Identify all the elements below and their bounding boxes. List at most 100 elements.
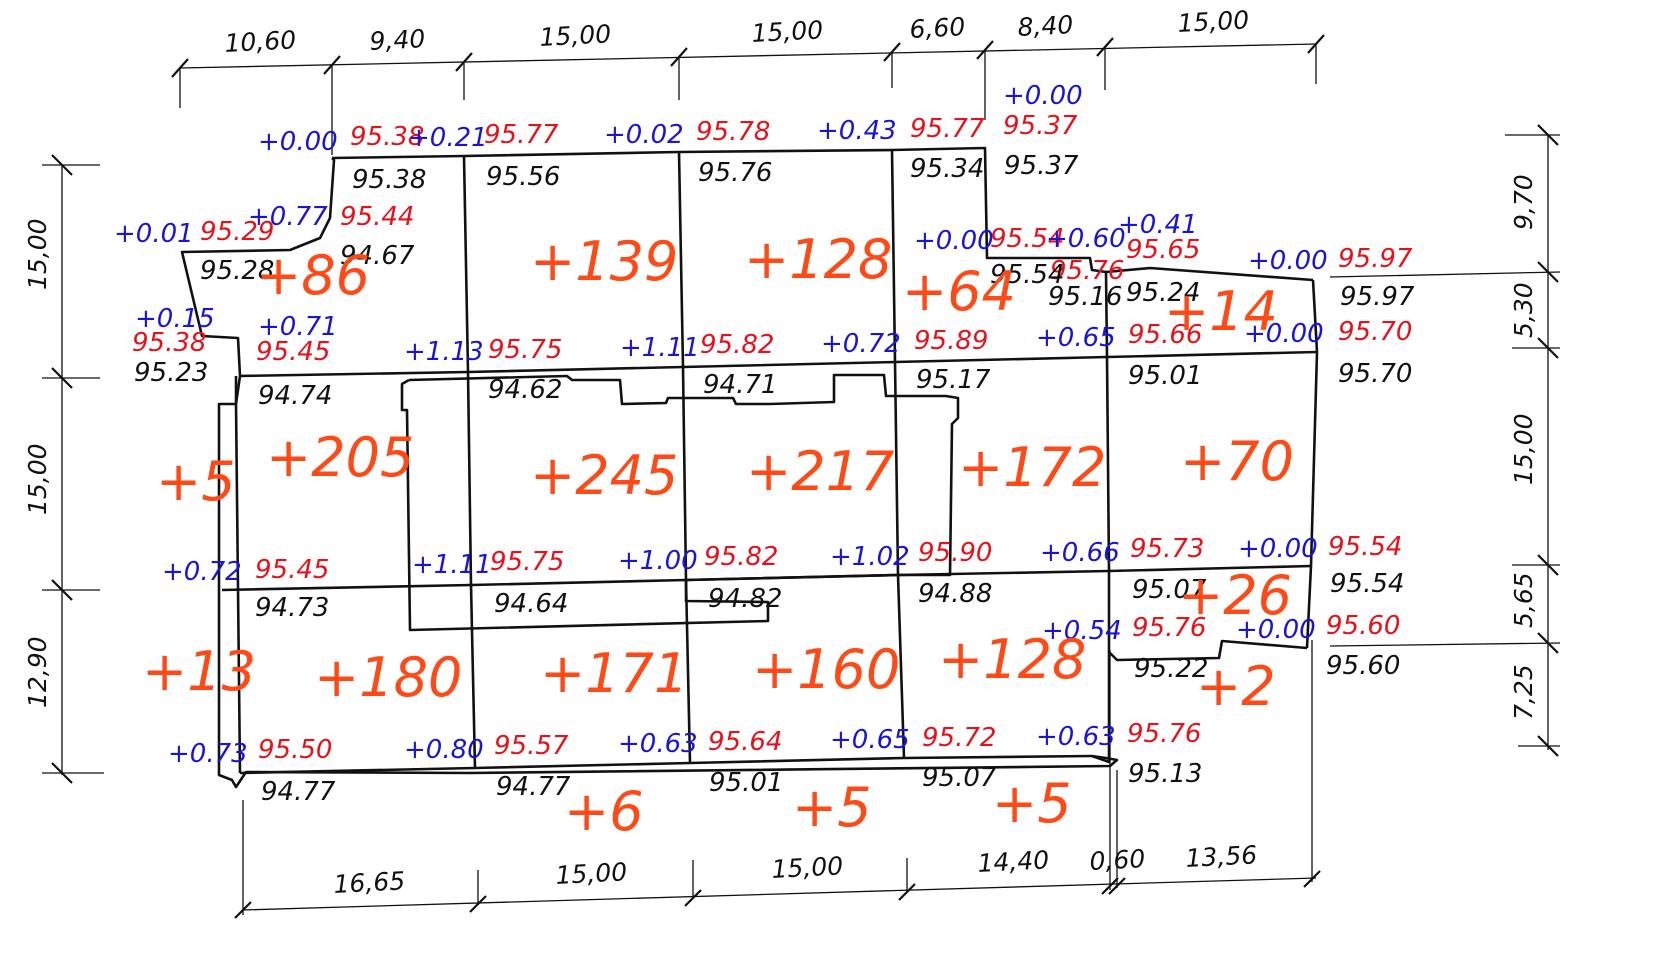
- top-dimension-label: 8,40: [1017, 10, 1074, 42]
- design-elevation: 95.45: [256, 337, 330, 367]
- existing-elevation: 95.01: [1128, 361, 1202, 391]
- work-mark: +1.11: [412, 550, 492, 580]
- existing-elevation: 95.07: [922, 763, 997, 793]
- earthwork-volume: +172: [958, 436, 1106, 499]
- work-mark: +1.13: [404, 337, 484, 367]
- design-elevation: 95.38: [350, 122, 424, 152]
- design-elevation: 95.78: [696, 117, 770, 147]
- work-mark: +0.00: [1003, 81, 1083, 111]
- earthwork-volume: +14: [1164, 280, 1278, 343]
- existing-elevation: 95.70: [1338, 359, 1412, 389]
- right-dimension-chain: [1329, 124, 1561, 757]
- earthwork-volume: +64: [902, 260, 1016, 323]
- existing-elevation: 95.17: [916, 365, 991, 395]
- earthwork-volume: +6: [564, 780, 644, 843]
- bottom-dimension-label: 14,40: [977, 845, 1050, 878]
- existing-elevation: 94.64: [494, 589, 568, 619]
- design-elevation: 95.76: [1132, 613, 1206, 643]
- earthwork-volume: +160: [752, 638, 900, 701]
- design-elevation: 95.82: [700, 330, 774, 360]
- existing-elevation: 95.07: [1132, 575, 1207, 605]
- design-elevation: 95.72: [922, 723, 996, 753]
- earthwork-volume: +13: [142, 640, 256, 703]
- design-elevation: 95.66: [1128, 320, 1202, 350]
- earthwork-volume: +5: [156, 450, 236, 513]
- existing-elevation: 95.13: [1128, 759, 1202, 789]
- design-elevation: 95.65: [1126, 235, 1200, 265]
- earthwork-volume: +86: [256, 244, 370, 307]
- top-dimension-label: 10,60: [224, 25, 297, 58]
- work-mark: +0.71: [258, 312, 338, 342]
- existing-elevation: 94.77: [496, 772, 571, 802]
- work-mark: +0.63: [1036, 722, 1116, 752]
- top-dimension-chain: [171, 34, 1325, 155]
- site-grid: [180, 146, 1319, 789]
- work-mark: +0.01: [114, 219, 194, 249]
- existing-elevation: 95.60: [1326, 651, 1400, 681]
- design-elevation: 95.97: [1338, 244, 1413, 274]
- bottom-dimension-chain: [234, 640, 1321, 919]
- design-elevation: 95.38: [132, 328, 206, 358]
- earthwork-volume: +26: [1178, 564, 1292, 627]
- design-elevation: 95.70: [1338, 317, 1412, 347]
- existing-elevation: 95.37: [1004, 151, 1079, 181]
- existing-elevation: 95.23: [134, 358, 208, 388]
- bottom-dimension-label: 15,00: [771, 851, 844, 884]
- earthwork-volume: +70: [1180, 430, 1294, 493]
- existing-elevation: 94.88: [918, 579, 992, 609]
- design-elevation: 95.77: [484, 120, 559, 150]
- design-elevation: 95.45: [255, 555, 329, 585]
- earthwork-volume: +2: [1196, 655, 1276, 718]
- earthwork-volume: +217: [746, 440, 894, 503]
- bottom-dimension-label: 13,56: [1185, 840, 1258, 873]
- existing-elevation: 94.67: [340, 241, 415, 271]
- design-elevation: 95.75: [490, 547, 564, 577]
- earthwork-volume: +180: [314, 646, 462, 709]
- existing-elevation: 94.62: [488, 375, 562, 405]
- existing-elevation: 94.73: [255, 593, 329, 623]
- work-mark: +1.00: [618, 546, 698, 576]
- work-mark: +0.72: [162, 557, 242, 587]
- work-mark: +0.77: [248, 202, 328, 232]
- work-mark: +0.65: [1036, 323, 1116, 353]
- earthwork-volume: +5: [992, 772, 1072, 835]
- existing-elevation: 95.38: [352, 165, 426, 195]
- design-elevation: 95.60: [1326, 611, 1400, 641]
- design-elevation: 95.82: [704, 542, 778, 572]
- design-elevation: 95.50: [258, 735, 332, 765]
- existing-elevation: 95.28: [200, 256, 274, 286]
- existing-elevation: 94.71: [703, 370, 777, 400]
- design-elevation: 95.37: [1003, 111, 1078, 141]
- earthwork-volume: +5: [792, 776, 872, 839]
- earthwork-volume: +128: [938, 628, 1086, 691]
- right-dimension-label: 9,70: [1509, 174, 1538, 230]
- bottom-dimension-label: 15,00: [555, 857, 628, 890]
- work-mark: +1.11: [620, 333, 700, 363]
- work-mark: +0.63: [618, 729, 698, 759]
- top-dimension-label: 9,40: [369, 24, 426, 56]
- work-mark: +0.02: [604, 120, 684, 150]
- left-dimension-chain: [42, 154, 104, 784]
- design-elevation: 95.90: [918, 538, 992, 568]
- design-elevation: 95.64: [708, 727, 782, 757]
- work-mark: +0.60: [1046, 224, 1126, 254]
- left-dimension-label: 15,00: [23, 443, 52, 515]
- labels-layer: 10,60 9,40 15,00 15,00 6,60 8,40 15,00 16,65 15,…: [23, 5, 1538, 899]
- existing-elevation: 95.54: [990, 260, 1064, 290]
- earthwork-volume: +245: [530, 444, 678, 507]
- design-elevation: 95.54: [990, 224, 1064, 254]
- work-mark: +0.43: [817, 116, 897, 146]
- top-dimension-label: 6,60: [909, 12, 966, 44]
- right-dimension-label: 5,30: [1509, 282, 1538, 338]
- work-mark: +0.00: [258, 127, 338, 157]
- top-dimension-label: 15,00: [1177, 5, 1250, 38]
- left-dimension-label: 15,00: [23, 218, 52, 290]
- work-mark: +0.41: [1118, 210, 1198, 240]
- existing-elevation: 94.74: [258, 381, 332, 411]
- design-elevation: 95.44: [340, 202, 414, 232]
- design-elevation: 95.75: [488, 335, 562, 365]
- left-dimension-label: 12,90: [23, 636, 52, 708]
- existing-elevation: 94.77: [261, 777, 336, 807]
- existing-elevation: 95.54: [1330, 569, 1404, 599]
